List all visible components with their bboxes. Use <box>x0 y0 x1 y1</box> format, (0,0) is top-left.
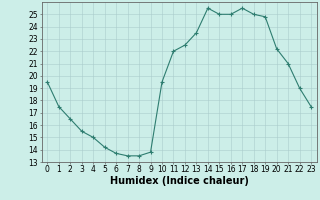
X-axis label: Humidex (Indice chaleur): Humidex (Indice chaleur) <box>110 176 249 186</box>
